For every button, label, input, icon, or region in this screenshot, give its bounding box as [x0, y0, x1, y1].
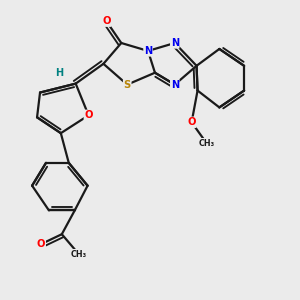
- Text: N: N: [171, 38, 179, 48]
- Text: CH₃: CH₃: [70, 250, 87, 259]
- Text: S: S: [124, 80, 131, 90]
- Text: N: N: [171, 80, 179, 90]
- Text: H: H: [55, 68, 63, 78]
- Text: O: O: [102, 16, 111, 26]
- Text: CH₃: CH₃: [198, 139, 214, 148]
- Text: O: O: [188, 117, 196, 127]
- Text: O: O: [84, 110, 93, 120]
- Text: O: O: [37, 239, 45, 249]
- Text: N: N: [144, 46, 152, 56]
